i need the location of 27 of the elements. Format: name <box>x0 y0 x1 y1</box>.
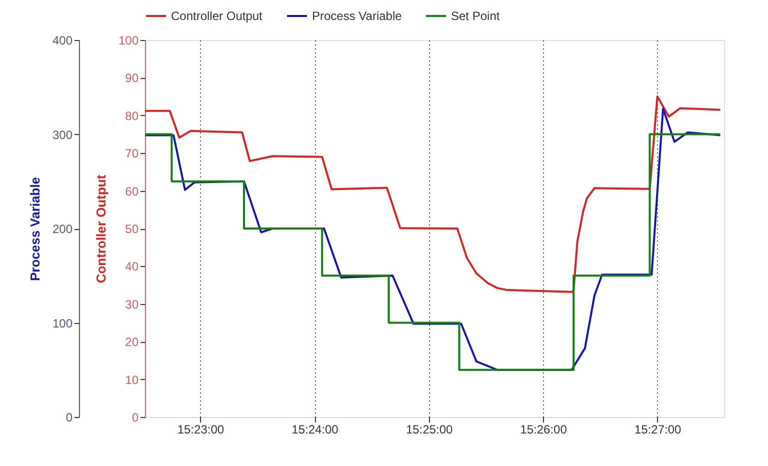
y-axis-title: Controller Output <box>93 174 108 284</box>
y-tick-label: 80 <box>125 108 139 123</box>
y-tick-label: 20 <box>125 335 139 350</box>
y2-tick-label: 100 <box>52 316 73 330</box>
y-tick-label: 60 <box>125 184 139 198</box>
legend-label: Controller Output <box>171 9 264 23</box>
x-tick-label: 15:24:00 <box>292 422 339 436</box>
y2-tick-label: 300 <box>52 128 73 142</box>
y-tick-label: 30 <box>125 297 139 312</box>
y-tick-label: 70 <box>125 146 139 161</box>
y2-axis-title: Process Variable <box>27 176 42 282</box>
x-tick-label: 15:27:00 <box>634 422 682 436</box>
y2-tick-label: 400 <box>52 34 73 48</box>
y-tick-label: 10 <box>125 372 139 387</box>
y-tick-label: 90 <box>125 71 139 86</box>
y-tick-label: 0 <box>132 410 139 424</box>
y2-tick-label: 0 <box>66 410 73 424</box>
legend-label: Set Point <box>451 9 500 23</box>
y-tick-label: 100 <box>118 34 139 48</box>
legend-label: Process Variable <box>312 9 402 23</box>
x-tick-label: 15:23:00 <box>177 422 224 436</box>
y-tick-label: 40 <box>125 260 139 274</box>
y2-tick-label: 200 <box>52 222 73 236</box>
x-tick-label: 15:25:00 <box>406 422 453 436</box>
y-tick-label: 50 <box>125 222 139 236</box>
line-series <box>145 96 722 293</box>
x-tick-label: 15:26:00 <box>520 422 568 436</box>
